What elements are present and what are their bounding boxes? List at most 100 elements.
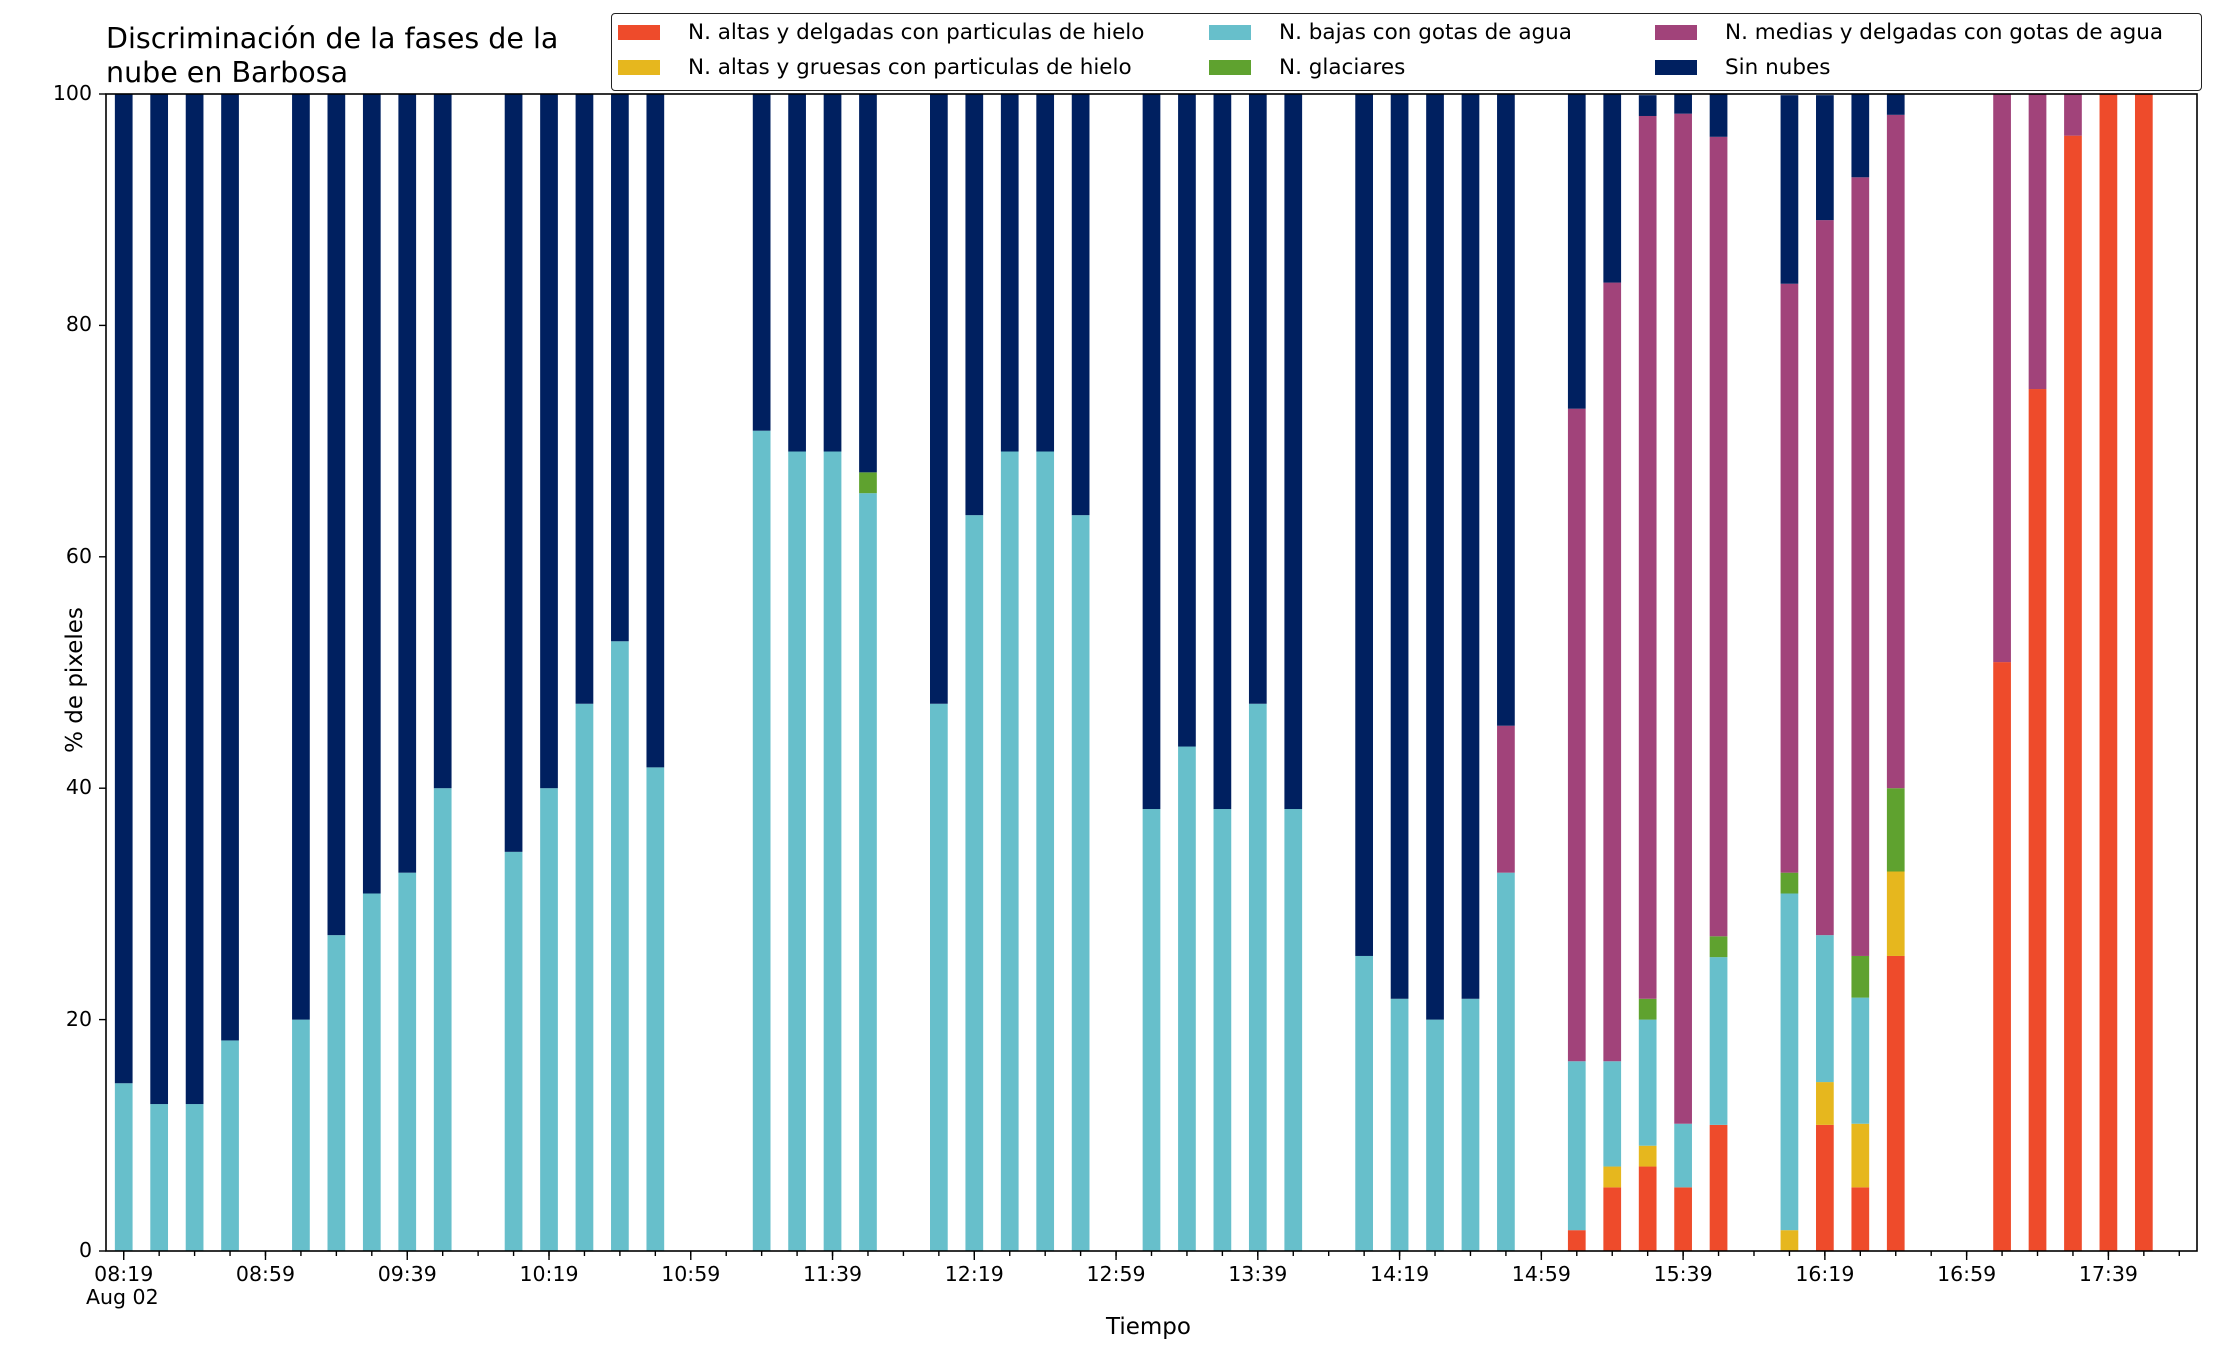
bar-segment-1519-s0 — [1603, 1187, 1622, 1251]
bar-segment-1419-s5 — [1390, 94, 1409, 999]
bar-segment-1639-s1 — [1886, 871, 1905, 956]
bar-segment-1319-s2 — [1178, 746, 1196, 1251]
chart-title-line-1: Discriminación de la fases de la — [106, 22, 559, 55]
bar-segment-1039-s5 — [611, 94, 629, 642]
legend-item-sin-nubes: Sin nubes — [1655, 55, 1830, 80]
legend-label: N. glaciares — [1279, 55, 1406, 80]
bar-segment-1639-s4 — [1886, 114, 1905, 789]
x-tick-label: 10:19 — [519, 1262, 579, 1286]
bar-segment-1629-s5 — [1851, 94, 1870, 178]
bar-segment-0949-s2 — [433, 788, 452, 1251]
x-axis-label: Tiempo — [1106, 1314, 1191, 1340]
chart-title-line-2: nube en Barbosa — [106, 56, 349, 89]
y-tick-label: 40 — [65, 775, 92, 800]
legend-swatch — [618, 60, 660, 75]
bar-segment-1749-s0 — [2134, 94, 2153, 1251]
bar-segment-1309-s2 — [1142, 809, 1161, 1251]
bar-segment-1629-s0 — [1851, 1187, 1870, 1251]
bar-segment-1349-s5 — [1284, 94, 1303, 810]
x-tick-label: 09:39 — [377, 1262, 437, 1286]
bar-segment-1529-s1 — [1638, 1145, 1657, 1167]
bar-segment-1149-s5 — [859, 94, 877, 473]
bar-segment-1229-s5 — [1000, 94, 1019, 452]
bar-segment-1219-s5 — [965, 94, 984, 516]
bar-segment-1039-s2 — [611, 641, 629, 1251]
bar-segment-1429-s2 — [1426, 1019, 1444, 1251]
bar-segment-1609-s3 — [1780, 872, 1799, 894]
bar-segment-1139-s5 — [823, 94, 842, 452]
x-tick-label: 16:19 — [1795, 1262, 1855, 1286]
bar-segment-1739-s0 — [2099, 94, 2118, 1251]
bar-segment-1549-s5 — [1709, 94, 1728, 137]
bar-segment-1509-s5 — [1567, 94, 1586, 409]
bar-segment-0819-s5 — [114, 94, 133, 1084]
bar-segment-1339-s5 — [1248, 94, 1267, 704]
bar-segment-0849-s2 — [221, 1040, 239, 1251]
bar-segment-1519-s2 — [1603, 1061, 1622, 1167]
legend-label: N. altas y delgadas con particulas de hi… — [688, 20, 1145, 45]
x-tick-label: 10:59 — [661, 1262, 721, 1286]
bar-segment-0909-s5 — [292, 94, 310, 1020]
bar-segment-1619-s5 — [1816, 95, 1834, 221]
bar-segment-1729-s0 — [2064, 135, 2082, 1251]
bar-segment-1149-s3 — [859, 472, 877, 494]
bar-segment-1309-s5 — [1142, 94, 1161, 810]
bar-segment-1709-s4 — [1993, 94, 2011, 663]
bar-segment-1429-s5 — [1426, 94, 1444, 1020]
legend-item-altas-gruesas: N. altas y gruesas con particulas de hie… — [618, 55, 1132, 80]
bar-segment-1349-s2 — [1284, 809, 1303, 1251]
x-tick-label: 15:39 — [1653, 1262, 1713, 1286]
bar-segment-0929-s5 — [362, 94, 381, 894]
legend-label: N. bajas con gotas de agua — [1279, 20, 1572, 45]
bar-segment-1449-s4 — [1497, 725, 1515, 873]
bar-segment-1639-s0 — [1886, 955, 1905, 1251]
bar-segment-1609-s2 — [1780, 893, 1799, 1231]
bar-segment-1029-s2 — [575, 703, 594, 1251]
bar-segment-1529-s0 — [1638, 1166, 1657, 1251]
bar-segment-1029-s5 — [575, 94, 594, 704]
legend-swatch — [1655, 60, 1697, 75]
bar-segment-1339-s2 — [1248, 703, 1267, 1251]
x-tick-label: 11:39 — [802, 1262, 863, 1286]
bar-segment-1549-s2 — [1709, 957, 1728, 1125]
bar-segment-1609-s1 — [1780, 1230, 1799, 1251]
bar-segment-1719-s4 — [2028, 94, 2047, 390]
bar-segment-0909-s2 — [292, 1019, 310, 1251]
legend-label: N. medias y delgadas con gotas de agua — [1725, 20, 2164, 45]
bar-segment-0839-s5 — [185, 94, 204, 1105]
x-tick-label: 17:39 — [2078, 1262, 2138, 1286]
x-tick-label: 12:59 — [1086, 1262, 1146, 1286]
bar-segment-1129-s2 — [788, 451, 806, 1251]
bar-segment-1509-s4 — [1567, 408, 1586, 1062]
bar-segment-1519-s5 — [1603, 94, 1622, 283]
y-tick-label: 0 — [78, 1238, 92, 1262]
bar-segment-1539-s4 — [1674, 113, 1692, 1124]
y-axis-label: % de pixeles — [61, 607, 88, 753]
bar-segment-0919-s5 — [327, 94, 346, 936]
bar-segment-1719-s0 — [2028, 389, 2047, 1251]
legend-item-bajas: N. bajas con gotas de agua — [1209, 20, 1572, 45]
bar-segment-1529-s2 — [1638, 1019, 1657, 1146]
x-date-label: Aug 02 — [86, 1285, 159, 1309]
bar-segment-1619-s1 — [1816, 1082, 1834, 1125]
bar-segment-1539-s2 — [1674, 1123, 1692, 1188]
bar-segment-1509-s2 — [1567, 1061, 1586, 1231]
bar-segment-1619-s0 — [1816, 1124, 1834, 1251]
bar-segment-1019-s5 — [540, 94, 558, 789]
bar-segment-1439-s5 — [1461, 94, 1480, 999]
bar-segment-1209-s5 — [930, 94, 948, 704]
bar-segment-1629-s4 — [1851, 177, 1870, 956]
bar-segment-1529-s3 — [1638, 998, 1657, 1020]
bar-segment-1619-s4 — [1816, 220, 1834, 936]
bar-segment-1609-s5 — [1780, 95, 1799, 284]
legend-item-glaciares: N. glaciares — [1209, 55, 1405, 80]
bar-segment-1249-s5 — [1071, 94, 1090, 516]
bar-segment-1129-s5 — [788, 94, 806, 452]
bar-segment-1509-s0 — [1567, 1230, 1586, 1251]
bar-segment-0929-s2 — [362, 893, 381, 1251]
x-tick-label: 12:19 — [944, 1262, 1004, 1286]
bar-segment-1629-s1 — [1851, 1123, 1870, 1188]
bar-segment-1639-s3 — [1886, 788, 1905, 872]
